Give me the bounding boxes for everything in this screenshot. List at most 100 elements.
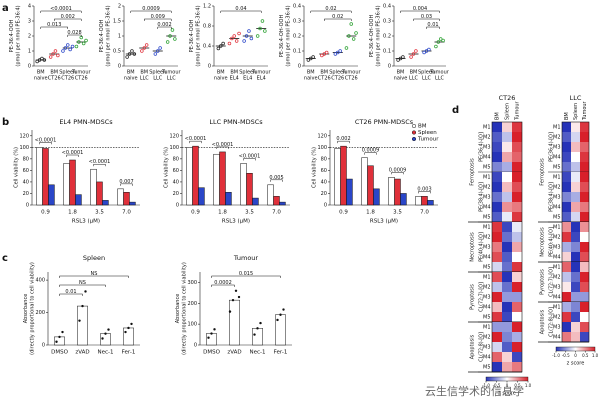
bracket	[120, 183, 133, 186]
heat-cell	[502, 172, 512, 182]
bracket	[59, 275, 129, 278]
heat-cell	[571, 332, 580, 342]
p-value: 0.002	[157, 22, 171, 28]
p-value: 0.02	[325, 6, 336, 12]
x-tick-label: LLC	[435, 76, 445, 82]
x-tick-label: Spleen	[329, 70, 346, 76]
heat-cell	[492, 292, 502, 302]
y-tick-label: 0.1	[293, 49, 301, 55]
x-tick-label: EL4	[230, 76, 239, 82]
colorbar	[485, 376, 529, 382]
heat-cell	[492, 262, 502, 272]
colorbar-label: z score	[498, 391, 516, 397]
p-value: 0.013	[47, 22, 61, 28]
x-tick-label: LLC	[153, 76, 163, 82]
species-label: PE(38:4)-[O]	[479, 182, 485, 212]
heat-cell	[502, 202, 512, 212]
x-tick-label: Tumour	[341, 70, 362, 76]
row-label: M4	[553, 255, 561, 261]
point	[125, 55, 129, 59]
heat-cell	[512, 302, 522, 312]
heat-cell	[502, 272, 512, 282]
bracket	[59, 293, 83, 296]
watermark: 云生信学术的信息学	[425, 384, 524, 398]
y-tick-label: 0	[28, 64, 31, 70]
bracket	[130, 10, 172, 13]
heat-cell	[571, 272, 580, 282]
row-label: M1	[553, 125, 561, 131]
heat-cell	[502, 182, 512, 192]
bar	[123, 192, 130, 206]
heat-cell	[512, 122, 522, 132]
colorbar-tick-label: 1.0	[525, 383, 532, 388]
point	[311, 55, 315, 59]
bar	[340, 145, 347, 206]
panel-letter: b	[2, 117, 9, 128]
legend-marker	[411, 136, 417, 142]
heat-cell	[512, 252, 522, 262]
heat-cell	[571, 282, 580, 292]
y-axis-label: Cell viability (%)	[14, 147, 20, 188]
process-label: Necroptosis	[470, 232, 476, 262]
y-tick-label: 80	[23, 156, 29, 162]
bracket	[391, 172, 404, 175]
point	[320, 53, 324, 58]
point	[42, 58, 47, 62]
heat-cell	[502, 302, 512, 312]
bar	[192, 145, 199, 206]
heat-cell	[512, 312, 522, 322]
heat-cell	[580, 332, 589, 342]
heat-cell	[580, 322, 589, 332]
point	[74, 44, 79, 49]
heat-cell	[492, 192, 502, 202]
y-tick-label: 1.5	[113, 19, 121, 25]
row-label: M5	[483, 165, 491, 171]
point	[263, 29, 267, 33]
y-tick-label: 0.4	[383, 4, 391, 10]
x-tick-label: CT26	[75, 76, 88, 82]
x-tick-label: Fer-1	[274, 350, 288, 356]
colorbar-tick-label: 0.5	[582, 353, 589, 358]
x-tick-label: DMSO	[203, 350, 220, 356]
heat-cell	[580, 202, 589, 212]
y-tick-label: 200	[187, 301, 197, 307]
point	[354, 31, 358, 35]
point	[259, 321, 262, 325]
heat-cell	[571, 262, 580, 272]
x-tick-label: BM	[37, 70, 45, 76]
point	[401, 55, 405, 59]
x-tick-label: BM	[127, 70, 135, 76]
row-label: M2	[483, 235, 491, 241]
row-label: M1	[483, 325, 491, 331]
p-value: 0.03	[421, 14, 432, 20]
bar	[69, 159, 76, 206]
chart-title: Spleen	[83, 254, 105, 262]
heat-cell	[492, 352, 502, 362]
column-label: BM	[495, 112, 501, 120]
row-label: M5	[483, 265, 491, 271]
heat-cell	[512, 162, 522, 172]
point	[173, 37, 177, 41]
x-tick-label: Spleen	[149, 70, 166, 76]
heat-cell	[580, 182, 589, 192]
point	[351, 37, 356, 41]
y-tick-label: 0.4	[293, 4, 301, 10]
point	[347, 34, 351, 38]
p-value: 0.0009	[362, 148, 380, 154]
y-tick-label: 3	[28, 19, 31, 25]
heat-cell	[562, 332, 571, 342]
row-label: M2	[553, 315, 561, 321]
y-tick-label: 100	[169, 145, 179, 151]
bracket	[67, 34, 82, 37]
bar	[123, 327, 134, 346]
y-tick-label: 0.5	[113, 49, 121, 55]
x-tick-label: EL4	[257, 76, 266, 82]
heat-cell	[492, 162, 502, 172]
process-label: Ferroptosis	[470, 158, 476, 186]
row-label: M1	[483, 175, 491, 181]
heat-cell	[492, 272, 502, 282]
x-axis-label: RSL3 (μM)	[370, 219, 398, 225]
column-label: Spleen	[505, 103, 511, 120]
heat-cell	[571, 222, 580, 232]
x-tick-label: naive	[394, 76, 408, 82]
